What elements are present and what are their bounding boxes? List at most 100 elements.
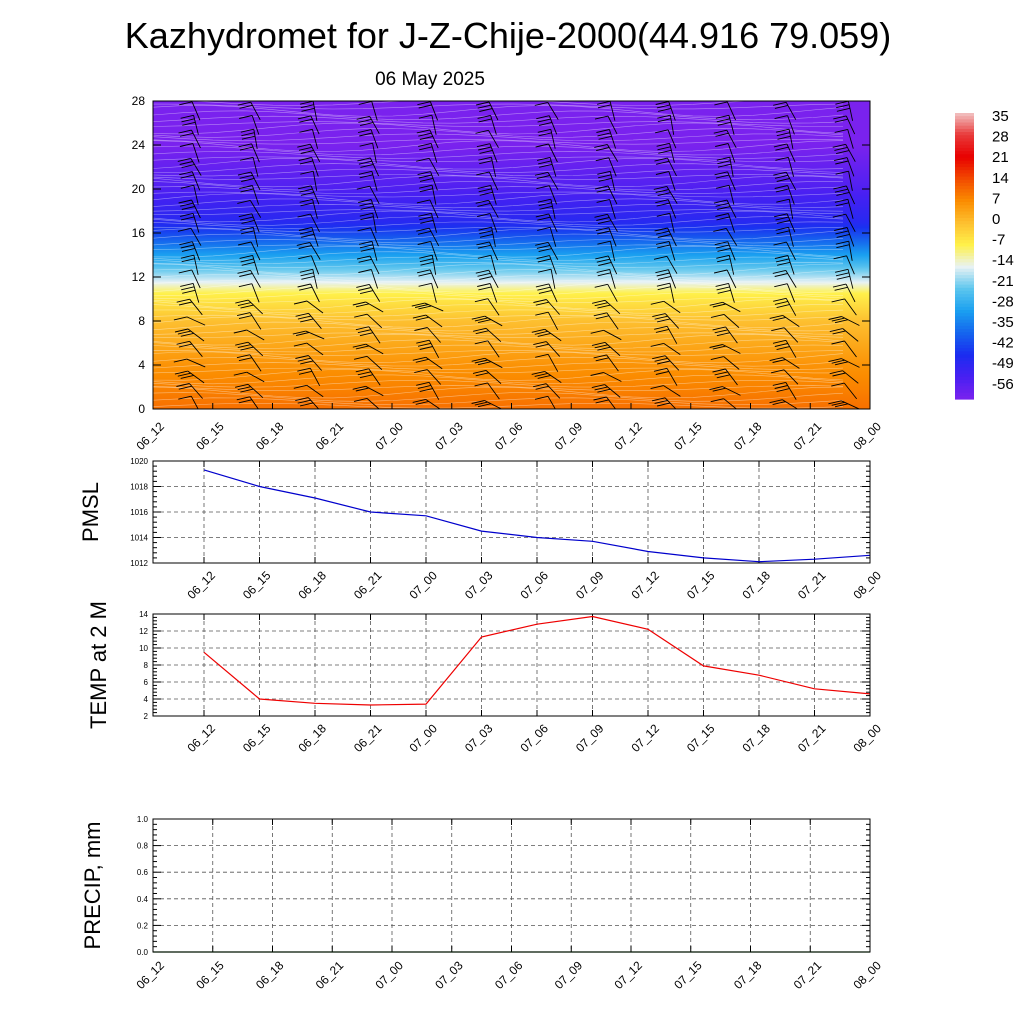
wind-barb-flag bbox=[237, 344, 251, 349]
wind-barb-flag bbox=[596, 147, 610, 151]
wind-barb-flag bbox=[597, 240, 611, 245]
wind-barb-flag bbox=[772, 401, 786, 406]
chart-subtitle: 06 May 2025 bbox=[375, 69, 485, 90]
contour-line bbox=[153, 339, 844, 349]
wind-barb-flag bbox=[299, 160, 314, 165]
wind-barb-flag bbox=[181, 206, 195, 210]
contour-line bbox=[153, 228, 844, 240]
wind-barb-flag bbox=[832, 213, 846, 218]
wind-barb-flag bbox=[474, 317, 489, 322]
colorbar-swatch bbox=[955, 236, 974, 241]
wind-barb-flag bbox=[418, 104, 432, 109]
colorbar-swatch bbox=[955, 344, 974, 349]
wind-barb-flag bbox=[358, 287, 372, 291]
wind-barb-staff bbox=[669, 115, 675, 135]
wind-barb-flag bbox=[358, 240, 373, 245]
wind-barb-flag bbox=[180, 216, 195, 221]
wind-barb-flag bbox=[715, 184, 730, 189]
wind-barb-flag bbox=[241, 135, 256, 140]
wind-barb-staff bbox=[489, 213, 498, 233]
wind-barb-staff bbox=[788, 199, 794, 219]
x-tick-label: 06_18 bbox=[253, 419, 287, 453]
colorbar-swatch bbox=[955, 383, 974, 387]
wind-barb-staff bbox=[430, 213, 438, 233]
wind-barb-flag bbox=[595, 357, 609, 362]
wind-barb-flag bbox=[240, 346, 254, 351]
wind-barb-flag bbox=[657, 114, 671, 119]
wind-barb-flag bbox=[597, 388, 611, 393]
wind-barb-staff bbox=[431, 283, 437, 303]
wind-barb-staff bbox=[549, 227, 557, 247]
wind-barb-flag bbox=[415, 358, 429, 363]
wind-barb-flag bbox=[894, 171, 907, 174]
wind-barb-flag bbox=[292, 330, 306, 335]
wind-barb-staff bbox=[905, 312, 915, 329]
wind-barb-flag bbox=[297, 367, 311, 372]
x-tick-label: 07_09 bbox=[552, 958, 586, 992]
wind-barb-flag bbox=[178, 301, 193, 306]
wind-barb-flag bbox=[478, 156, 492, 161]
wind-barb-flag bbox=[656, 212, 670, 217]
wind-barb-staff bbox=[306, 342, 324, 356]
wind-barb-flag bbox=[180, 282, 194, 287]
wind-barb-flag bbox=[240, 304, 254, 309]
wind-barb-staff bbox=[844, 340, 857, 358]
wind-barb-flag bbox=[178, 343, 193, 348]
contour-line bbox=[153, 210, 844, 223]
wind-barb-flag bbox=[238, 399, 252, 404]
wind-barb-flag bbox=[297, 115, 312, 120]
wind-barb-flag bbox=[597, 104, 612, 109]
wind-barb-flag bbox=[300, 150, 314, 154]
wind-barb-staff bbox=[668, 241, 676, 261]
colorbar-swatch bbox=[955, 240, 974, 244]
x-tick-label: 07_06 bbox=[517, 721, 551, 755]
wind-barb-staff bbox=[369, 185, 380, 205]
wind-barb-flag bbox=[355, 387, 369, 392]
wind-barb-flag bbox=[534, 171, 549, 176]
wind-barb-flag bbox=[535, 385, 549, 390]
wind-barb-flag bbox=[235, 341, 249, 346]
wind-barb-flag bbox=[896, 206, 909, 209]
wind-barb-flag bbox=[772, 269, 786, 274]
colorbar-swatch bbox=[955, 176, 974, 181]
wind-barb-flag bbox=[180, 114, 194, 119]
wind-barb-staff bbox=[786, 241, 796, 261]
x-tick-label: 06_15 bbox=[193, 958, 227, 992]
wind-barb-flag bbox=[538, 121, 553, 126]
x-tick-label: 07_03 bbox=[432, 958, 466, 992]
wind-barb-flag bbox=[237, 386, 251, 391]
wind-barb-flag bbox=[299, 128, 313, 133]
contour-line bbox=[153, 374, 844, 385]
wind-barb-flag bbox=[834, 361, 849, 366]
contour-line bbox=[153, 263, 844, 276]
wind-barb-flag bbox=[476, 171, 490, 176]
wind-barb-flag bbox=[776, 304, 790, 309]
wind-barb-flag bbox=[235, 299, 249, 304]
colorbar: 35 28 21 14 7 0 -7 -14 -21 -28 -35 -42 -49 -56 bbox=[955, 108, 1014, 400]
wind-barb-flag bbox=[479, 191, 493, 196]
wind-barb-flag bbox=[895, 334, 908, 337]
colorbar-label: 7 bbox=[992, 190, 1000, 207]
wind-barb-staff bbox=[603, 329, 622, 341]
wind-barb-flag bbox=[596, 129, 610, 133]
wind-barb-staff bbox=[783, 327, 799, 343]
wind-barb-flag bbox=[776, 346, 790, 351]
wind-barb-flag bbox=[478, 286, 492, 291]
colorbar-label: 21 bbox=[992, 149, 1009, 166]
wind-barb-flag bbox=[181, 286, 195, 291]
wind-barb-flag bbox=[772, 316, 786, 321]
colorbar-swatch bbox=[955, 373, 974, 378]
wind-barb-flag bbox=[598, 135, 612, 140]
y-tick-label: 12 bbox=[132, 270, 146, 284]
wind-barb-flag bbox=[654, 227, 668, 232]
wind-barb-flag bbox=[417, 101, 431, 106]
y-tick-label: 10 bbox=[139, 644, 148, 653]
y-tick-label: 16 bbox=[132, 226, 146, 240]
y-tick-label: 20 bbox=[132, 182, 146, 196]
wind-barb-flag bbox=[411, 302, 425, 307]
wind-barb-flag bbox=[237, 269, 251, 274]
colorbar-label: -28 bbox=[992, 293, 1014, 310]
wind-barb-flag bbox=[239, 216, 254, 221]
wind-barb-flag bbox=[180, 374, 194, 379]
wind-barb-flag bbox=[357, 129, 372, 134]
